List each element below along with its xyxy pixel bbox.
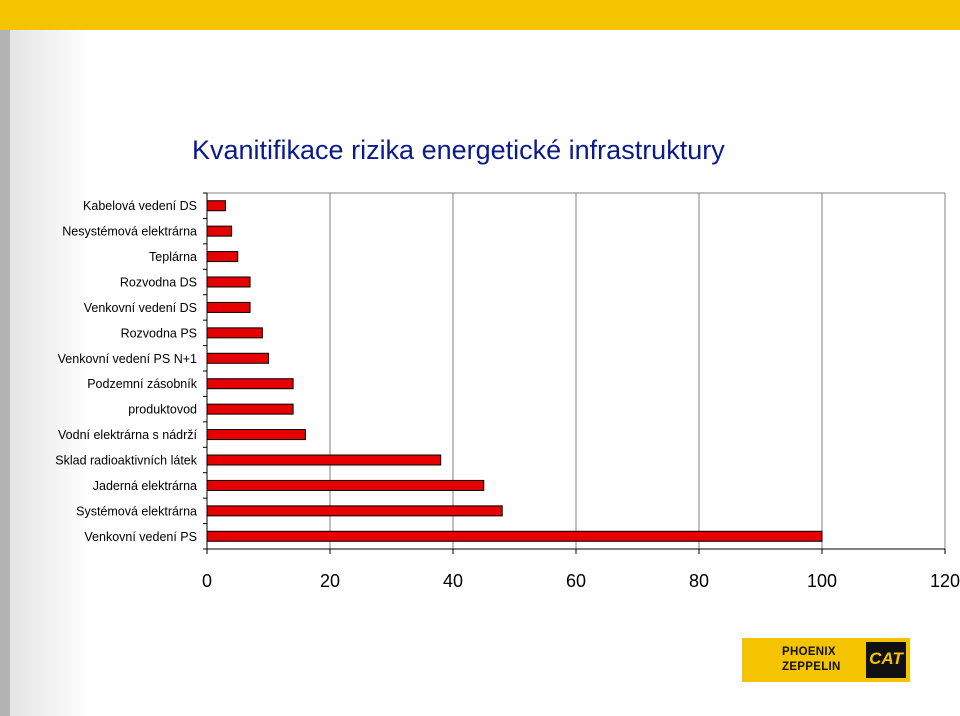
category-label: Venkovní vedení PS N+1	[58, 352, 197, 366]
bar	[206, 251, 239, 263]
logo-text: PHOENIX ZEPPELIN	[782, 645, 862, 675]
bar	[206, 225, 233, 237]
bar	[206, 505, 503, 517]
x-tick-label: 60	[566, 571, 586, 591]
x-tick-label: 120	[930, 571, 960, 591]
bar	[206, 378, 294, 390]
grid-lines	[207, 192, 946, 549]
category-label: Vodní elektrárna s nádrží	[58, 428, 197, 442]
bar	[206, 352, 269, 364]
cat-logo-text: CAT	[869, 649, 903, 668]
category-label: Sklad radioaktivních látek	[55, 454, 197, 468]
bar	[206, 276, 251, 288]
x-tick-label: 20	[320, 571, 340, 591]
x-tick-label: 100	[807, 571, 837, 591]
category-label: Systémová elektrárna	[76, 504, 197, 518]
category-label: produktovod	[128, 403, 197, 417]
logo-line1: PHOENIX	[782, 646, 836, 658]
bar	[206, 479, 485, 491]
cat-logo-mark: CAT	[866, 642, 906, 678]
x-tick-label: 40	[443, 571, 463, 591]
category-label: Venkovní vedení PS	[84, 530, 197, 544]
bar	[206, 454, 442, 466]
category-label: Kabelová vedení DS	[83, 199, 197, 213]
category-labels: Kabelová vedení DS Nesystémová elektrárna…	[55, 199, 197, 544]
axes	[203, 192, 946, 554]
top-yellow-bar	[0, 0, 960, 30]
x-tick-labels: 0 20 40 60 80 100 120	[202, 571, 960, 591]
bar	[206, 301, 251, 313]
category-label: Rozvodna DS	[120, 276, 197, 290]
category-label: Nesystémová elektrárna	[62, 225, 197, 239]
bar	[206, 403, 294, 415]
x-tick-label: 0	[202, 571, 212, 591]
category-label: Jaderná elektrárna	[93, 479, 197, 493]
left-gradient-strip	[10, 30, 90, 716]
category-label: Podzemní zásobník	[87, 377, 198, 391]
x-tick-label: 80	[689, 571, 709, 591]
logo-line2: ZEPPELIN	[782, 661, 841, 673]
bar	[206, 327, 263, 339]
bar	[206, 530, 823, 542]
category-label: Teplárna	[149, 250, 197, 264]
category-label: Rozvodna PS	[121, 326, 197, 340]
category-label: Venkovní vedení DS	[84, 301, 197, 315]
left-decor-strip	[0, 0, 10, 716]
bars	[206, 200, 823, 542]
phoenix-zeppelin-logo: PHOENIX ZEPPELIN CAT	[742, 638, 910, 682]
bar	[206, 200, 226, 212]
bar	[206, 429, 306, 441]
chart-title: Kvanitifikace rizika energetické infrast…	[192, 135, 725, 165]
